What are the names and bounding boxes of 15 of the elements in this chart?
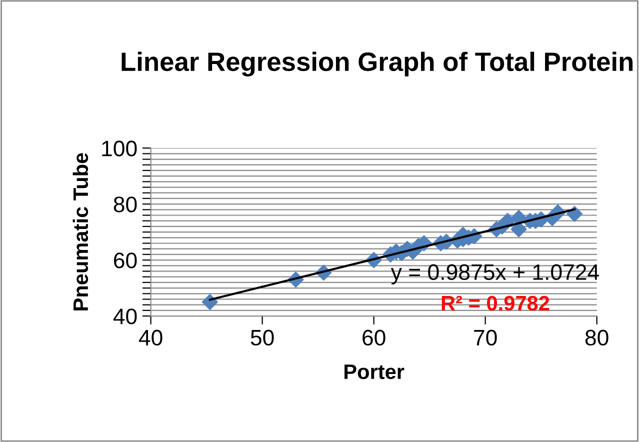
y-tick-label: 40 — [113, 308, 137, 324]
y-tick-label: 60 — [114, 252, 137, 268]
y-tick-label: 100 — [102, 140, 137, 156]
annotation: y = 0.9875x + 1.0724 — [390, 264, 599, 284]
x-tick-label: 50 — [250, 330, 274, 346]
x-axis-title: Porter — [344, 364, 404, 380]
chart-title: Linear Regression Graph of Total Protein — [122, 52, 633, 76]
y-tick-label: 80 — [114, 196, 137, 212]
x-tick-label: 70 — [474, 330, 497, 346]
x-tick-label: 60 — [362, 330, 386, 346]
point — [202, 294, 218, 310]
y-axis-title: Pneumatic Tube — [72, 153, 88, 310]
annotation: R² = 0.9782 — [442, 296, 550, 311]
x-tick-label: 40 — [138, 330, 162, 346]
x-tick-label: 80 — [585, 330, 608, 346]
